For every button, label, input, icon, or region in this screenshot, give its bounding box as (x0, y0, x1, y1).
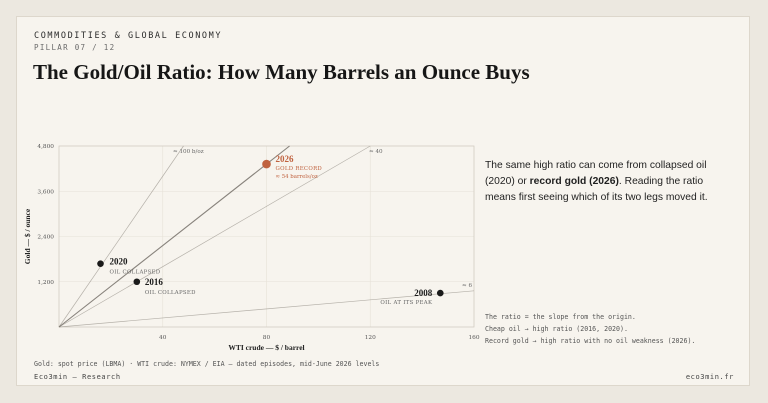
point-sublabel: OIL COLLAPSED (110, 270, 161, 276)
point-year-label: 2020 (110, 257, 129, 267)
point-sublabel: OIL COLLAPSED (145, 290, 196, 296)
ratio-line-highlight (58, 145, 290, 328)
axis-ticks: 40 80 120 160 1,200 2,400 3,600 4,800 (37, 144, 479, 341)
ratio-line (58, 145, 184, 328)
pillar-label: PILLAR 07 / 12 (34, 43, 116, 52)
data-point-2008 (436, 289, 444, 297)
ratio-line-label: ≈ 100 b/oz (173, 149, 204, 155)
ratio-line-label: ≈ 6 (462, 283, 472, 289)
site-link[interactable]: eco3min.fr (685, 373, 734, 381)
data-point-2016 (133, 278, 141, 286)
x-axis-label: WTI crude — $ / barrel (228, 343, 304, 352)
x-tick-label: 120 (365, 335, 376, 341)
x-tick-label: 80 (263, 335, 271, 341)
data-point-2020 (97, 260, 104, 267)
card (16, 16, 750, 386)
section-kicker: COMMODITIES & GLOBAL ECONOMY (34, 31, 223, 41)
ratio-lines: ≈ 100 b/oz ≈ 40 ≈ 6 (58, 145, 475, 328)
ratio-line (58, 290, 475, 328)
page-title: The Gold/Oil Ratio: How Many Barrels an … (33, 60, 530, 84)
source-note: Gold: spot price (LBMA) · WTI crude: NYM… (34, 360, 380, 368)
side-text-bold: record gold (2026) (529, 176, 619, 187)
point-sublabel: GOLD RECORD (276, 166, 323, 172)
y-tick-label: 1,200 (37, 280, 54, 286)
side-text-part-1: The same high ratio can come from collap… (485, 160, 707, 187)
y-tick-label: 2,400 (37, 235, 54, 241)
y-axis-label: Gold — $ / ounce (23, 208, 32, 264)
point-year-label: 2016 (145, 277, 164, 287)
ratio-line-label: ≈ 40 (369, 149, 383, 155)
note-line: Record gold → high ratio with no oil wea… (485, 337, 696, 345)
note-line: Cheap oil → high ratio (2016, 2020). (485, 325, 628, 333)
note-line: The ratio = the slope from the origin. (485, 313, 636, 321)
reading-notes: The ratio = the slope from the origin. C… (485, 311, 695, 347)
side-commentary: The same high ratio can come from collap… (485, 158, 735, 206)
point-sublabel: OIL AT ITS PEAK (380, 300, 433, 306)
y-tick-label: 4,800 (37, 144, 54, 150)
x-tick-label: 40 (159, 335, 167, 341)
data-point-2026 (262, 159, 271, 169)
point-year-label: 2026 (276, 154, 295, 164)
plot-frame (58, 145, 475, 328)
brand-label: Eco3min — Research (34, 373, 121, 381)
side-text-part-2: . Reading the ratio means first seeing w… (485, 176, 708, 203)
ratio-line (58, 145, 371, 328)
y-tick-label: 3,600 (37, 189, 54, 195)
point-year-label: 2008 (414, 288, 433, 298)
x-tick-label: 160 (468, 335, 479, 341)
point-note: ≈ 54 barrels/oz (276, 174, 318, 180)
